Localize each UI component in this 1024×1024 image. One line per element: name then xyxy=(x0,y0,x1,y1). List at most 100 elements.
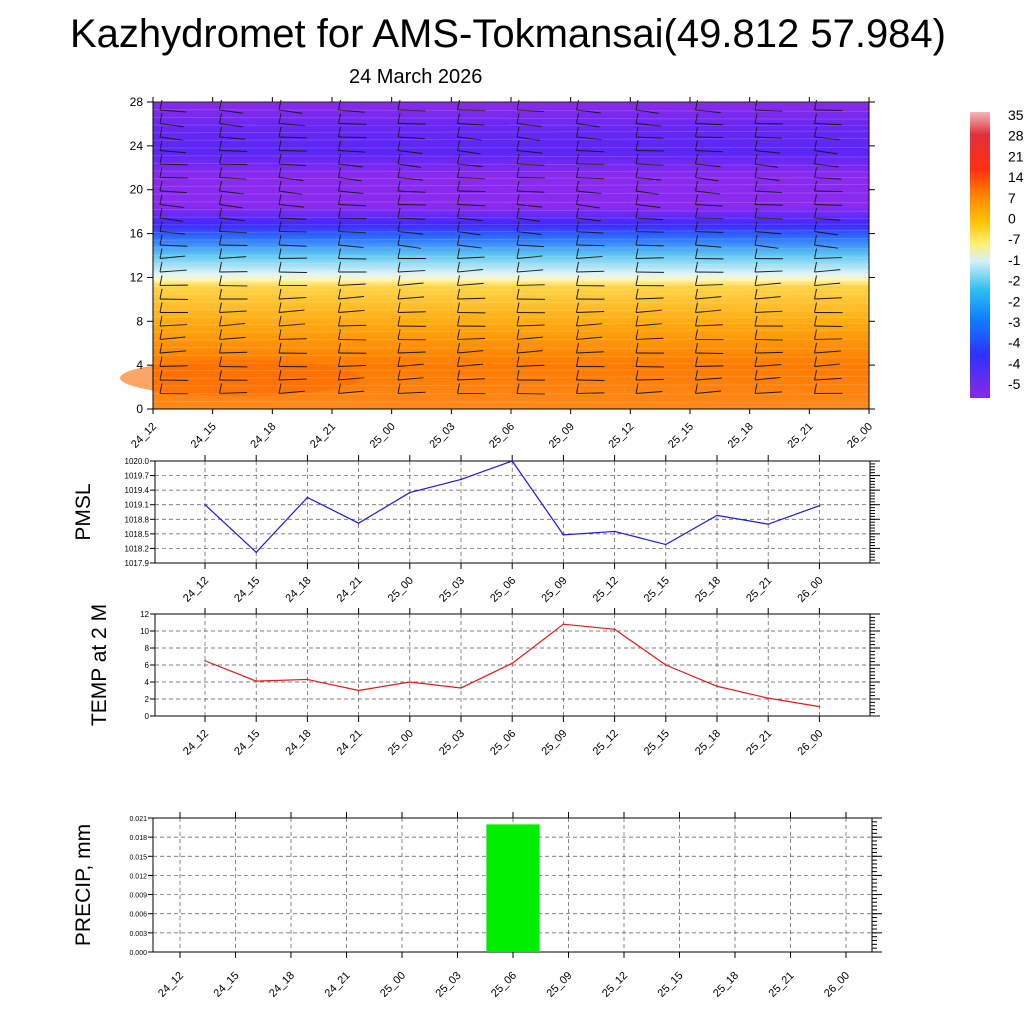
heatmap-y-tick-label: 24 xyxy=(130,139,144,153)
wind-barb xyxy=(338,163,363,168)
wind-barb-flag xyxy=(457,113,460,124)
wind-barb-flag xyxy=(516,261,520,273)
wind-barb-flag xyxy=(159,369,163,381)
wind-barb-flag xyxy=(814,369,817,381)
wind-barb-flag xyxy=(635,248,639,259)
x-tick-label: 25_15 xyxy=(642,728,672,758)
wind-barb xyxy=(754,282,781,286)
data-point xyxy=(204,503,206,506)
wind-barb xyxy=(635,244,664,247)
wind-barb-flag xyxy=(159,113,163,124)
wind-barb-flag xyxy=(814,194,817,205)
x-tick-label: 25_18 xyxy=(693,575,723,605)
contour-line xyxy=(152,322,870,326)
x-tick-label: 25_03 xyxy=(434,970,464,1000)
colorbar-label: -4 xyxy=(1008,355,1021,371)
wind-barb xyxy=(576,217,601,222)
wind-barb-flag xyxy=(338,369,341,381)
colorbar: 35 28 21 14 7 0 -7 -1 -2 -2 -3 -4 -4 -5 xyxy=(970,107,1024,398)
wind-barb-flag xyxy=(457,302,460,313)
colorbar-label: 14 xyxy=(1008,169,1024,185)
wind-barb xyxy=(278,338,307,340)
wind-barb-flag xyxy=(814,288,817,300)
wind-barb xyxy=(219,310,247,313)
wind-barb-flag xyxy=(278,180,282,192)
contour-line xyxy=(152,384,870,387)
wind-barb-flag xyxy=(457,356,460,367)
wind-barb xyxy=(516,217,541,222)
wind-barb-flag xyxy=(635,207,639,219)
wind-barb-flag xyxy=(397,167,401,178)
wind-barb-flag xyxy=(576,180,579,192)
wind-barb-flag xyxy=(219,153,222,165)
wind-barb xyxy=(516,336,543,340)
wind-barb xyxy=(278,309,305,313)
contour-line xyxy=(152,308,870,312)
wind-barb-flag xyxy=(695,261,698,273)
wind-barb-flag xyxy=(457,369,460,381)
x-tick-label: 25_15 xyxy=(656,970,686,1000)
wind-barb xyxy=(457,282,484,286)
wind-barb-flag xyxy=(814,248,817,259)
x-tick-label: 25_06 xyxy=(489,970,519,1000)
wind-barb xyxy=(397,136,425,140)
wind-barb-flag xyxy=(397,221,401,232)
wind-barb-flag xyxy=(754,369,758,381)
y-tick-label: 0.000 xyxy=(129,950,147,957)
wind-barb-flag xyxy=(754,140,758,151)
contour-line xyxy=(152,183,870,187)
contour-line xyxy=(152,362,870,365)
wind-barb xyxy=(397,296,425,300)
heatmap-x-tick-label: 25_12 xyxy=(606,421,636,451)
wind-barb-flag xyxy=(576,194,579,205)
heatmap-y-tick-label: 28 xyxy=(130,95,144,109)
wind-barb-flag xyxy=(159,356,163,367)
wind-barb xyxy=(338,190,364,195)
heatmap-x-tick-label: 26_00 xyxy=(845,421,875,451)
wind-barb-flag xyxy=(516,302,520,313)
wind-barb-flag xyxy=(219,275,222,286)
wind-barb xyxy=(457,350,484,354)
wind-barb xyxy=(754,177,780,181)
x-tick-label: 25_21 xyxy=(767,970,797,1000)
heatmap-x-tick-label: 25_00 xyxy=(368,421,398,451)
y-tick-label: 0.003 xyxy=(129,931,147,938)
data-point xyxy=(767,697,769,699)
wind-barb xyxy=(516,204,543,208)
wind-barb xyxy=(695,163,721,168)
y-tick-label: 1018.8 xyxy=(125,515,150,524)
wind-barb-flag xyxy=(278,153,282,165)
wind-barb-flag xyxy=(457,288,460,300)
wind-barb xyxy=(576,231,604,234)
wind-barb xyxy=(338,309,365,313)
temperature-field xyxy=(153,102,869,409)
wind-barb-flag xyxy=(338,248,341,259)
wind-barb xyxy=(635,177,662,181)
wind-barb-flag xyxy=(159,180,163,192)
upper-air-panel: 0 4 8 12 16 20 24 28 24_12 24_15 24_18 24_21 25_00 2… xyxy=(120,95,875,451)
wind-barb xyxy=(814,136,840,141)
wind-barb-flag xyxy=(397,248,401,259)
wind-barb xyxy=(695,377,722,381)
wind-barb-flag xyxy=(219,194,222,205)
data-point xyxy=(818,504,821,507)
wind-barb-flag xyxy=(278,383,282,394)
wind-barb-flag xyxy=(516,167,520,178)
wind-barb-flag xyxy=(219,207,222,219)
wind-barb xyxy=(457,231,481,236)
wind-barb xyxy=(814,163,839,168)
colorbar-label: 7 xyxy=(1008,190,1016,206)
wind-barb xyxy=(635,390,663,394)
wind-barb xyxy=(754,270,783,273)
heatmap-y-tick-label: 4 xyxy=(136,358,143,372)
wind-barb xyxy=(219,231,247,234)
wind-barb-flag xyxy=(814,302,817,313)
wind-barb xyxy=(695,309,722,313)
wind-barb xyxy=(635,163,664,166)
wind-barb xyxy=(576,109,601,114)
wind-barb-flag xyxy=(814,329,817,340)
contour-line xyxy=(152,137,870,141)
wind-barb xyxy=(754,190,782,194)
wind-barb-flag xyxy=(219,140,222,151)
wind-barb-flag xyxy=(219,261,222,273)
